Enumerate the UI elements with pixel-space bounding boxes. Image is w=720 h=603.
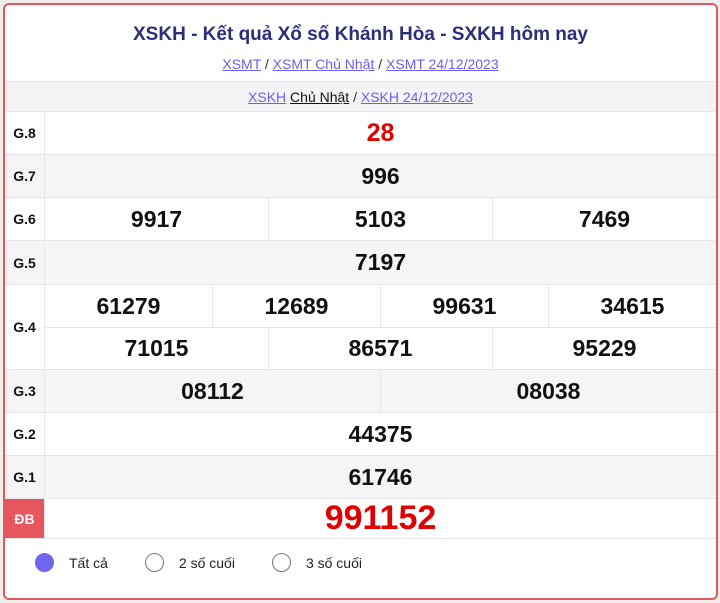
prize-row-g7: G.7 996 bbox=[5, 155, 716, 198]
breadcrumb-xsmt[interactable]: XSMT bbox=[222, 56, 261, 72]
prize-number: 86571 bbox=[268, 328, 492, 369]
prize-label: G.1 bbox=[5, 456, 45, 498]
xskh-date-link[interactable]: XSKH 24/12/2023 bbox=[360, 89, 473, 105]
prize-row-g5: G.5 7197 bbox=[5, 241, 716, 285]
prize-label: G.3 bbox=[5, 370, 45, 412]
xskh-link[interactable]: XSKH bbox=[248, 89, 287, 105]
digit-filter: Tất cả 2 số cuối 3 số cuối bbox=[35, 553, 399, 572]
prize-number: 99631 bbox=[380, 285, 548, 327]
prize-label: G.7 bbox=[5, 155, 45, 197]
prize-row-db: ĐB 991152 bbox=[5, 499, 716, 539]
filter-last-2[interactable]: 2 số cuối bbox=[144, 553, 235, 572]
prize-number: 5103 bbox=[268, 198, 492, 240]
prize-number: 44375 bbox=[348, 420, 413, 447]
prize-label: G.5 bbox=[5, 241, 45, 284]
prize-number: 34615 bbox=[548, 285, 716, 327]
breadcrumb: XSMT / XSMT Chủ Nhật / XSMT 24/12/2023 bbox=[5, 56, 716, 72]
prize-row-g8: G.8 28 bbox=[5, 112, 716, 155]
filter-last-3[interactable]: 3 số cuối bbox=[271, 553, 362, 572]
prize-number: 12689 bbox=[212, 285, 380, 327]
radio-icon[interactable] bbox=[271, 553, 291, 572]
prize-number: 9917 bbox=[130, 205, 183, 232]
prize-label: G.2 bbox=[5, 413, 45, 455]
filter-label: 3 số cuối bbox=[305, 554, 362, 571]
prize-row-g3: G.3 08112 08038 bbox=[5, 370, 716, 413]
results-table: G.8 28 G.7 996 G.6 9917 5103 7469 G.5 7197 G.4… bbox=[5, 112, 716, 539]
prize-number: 61746 bbox=[348, 463, 413, 490]
prize-number: 996 bbox=[361, 162, 400, 189]
prize-label: ĐB bbox=[5, 499, 45, 538]
page-title: XSKH - Kết quả Xổ số Khánh Hòa - SXKH hô… bbox=[133, 24, 588, 45]
prize-number: 7197 bbox=[354, 249, 407, 275]
xskh-day-link[interactable]: Chủ Nhật bbox=[290, 89, 350, 105]
filter-label: Tất cả bbox=[69, 554, 108, 571]
prize-label: G.8 bbox=[5, 112, 45, 154]
prize-row-g2: G.2 44375 bbox=[5, 413, 716, 456]
filter-all[interactable]: Tất cả bbox=[35, 553, 108, 572]
breadcrumb-xsmt-date[interactable]: XSMT 24/12/2023 bbox=[386, 56, 499, 72]
prize-label: G.6 bbox=[5, 198, 45, 240]
prize-row-g6: G.6 9917 5103 7469 bbox=[5, 198, 716, 241]
prize-number: 61279 bbox=[96, 292, 161, 319]
separator: / bbox=[378, 56, 383, 72]
prize-number: 95229 bbox=[492, 328, 716, 369]
prize-number: 08112 bbox=[181, 377, 244, 404]
special-prize-number: 991152 bbox=[324, 499, 437, 537]
separator: / bbox=[353, 89, 357, 105]
prize-number: 28 bbox=[366, 118, 395, 147]
prize-number: 08038 bbox=[380, 370, 716, 412]
sub-nav: XSKH Chủ Nhật / XSKH 24/12/2023 bbox=[5, 81, 716, 112]
filter-label: 2 số cuối bbox=[178, 554, 235, 571]
prize-number: 71015 bbox=[124, 335, 189, 361]
prize-label: G.4 bbox=[5, 285, 45, 369]
breadcrumb-xsmt-day[interactable]: XSMT Chủ Nhật bbox=[272, 56, 375, 72]
radio-selected-icon[interactable] bbox=[35, 553, 54, 572]
radio-icon[interactable] bbox=[144, 553, 164, 572]
prize-number: 7469 bbox=[492, 198, 716, 240]
results-card: XSKH - Kết quả Xổ số Khánh Hòa - SXKH hô… bbox=[3, 3, 718, 600]
prize-row-g4: G.4 61279 12689 99631 34615 71015 86571 95229 bbox=[5, 285, 716, 370]
separator: / bbox=[264, 56, 269, 72]
prize-row-g1: G.1 61746 bbox=[5, 456, 716, 499]
